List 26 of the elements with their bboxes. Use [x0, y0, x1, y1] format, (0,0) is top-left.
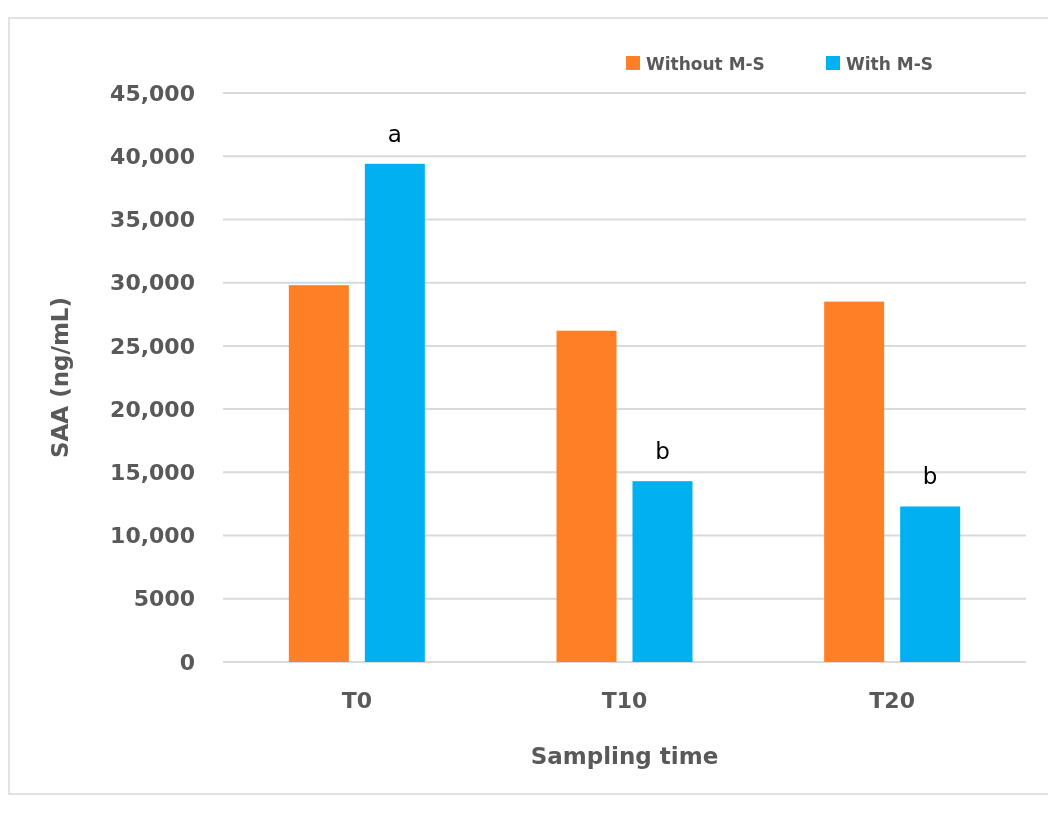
legend-label: With M-S: [846, 54, 933, 74]
bar: [364, 163, 425, 662]
y-tick-label: 20,000: [110, 396, 195, 422]
annotation: a: [387, 120, 402, 147]
x-tick-label: T0: [341, 688, 372, 713]
y-axis-title: SAA (ng/mL): [47, 296, 73, 459]
bar: [900, 506, 961, 662]
y-tick-label: 30,000: [110, 270, 195, 296]
y-tick-label: 35,000: [110, 207, 195, 233]
x-tick-label: T10: [601, 688, 648, 713]
bar: [824, 301, 885, 662]
annotation: b: [655, 438, 670, 465]
y-tick-label: 40,000: [110, 143, 195, 169]
y-tick-label: 0: [179, 649, 195, 675]
y-tick-label: 15,000: [110, 460, 195, 486]
annotation: b: [922, 463, 938, 490]
bar: [556, 330, 617, 662]
y-tick-label: 5000: [133, 586, 195, 612]
y-tick-label: 25,000: [110, 333, 195, 359]
x-tick-label: T20: [869, 688, 915, 713]
bar: [288, 285, 349, 662]
y-tick-label: 10,000: [110, 523, 195, 549]
x-axis-title: Sampling time: [530, 743, 719, 769]
legend-label: Without M-S: [646, 54, 765, 74]
bar: [632, 481, 693, 662]
y-tick-label: 45,000: [110, 80, 195, 106]
